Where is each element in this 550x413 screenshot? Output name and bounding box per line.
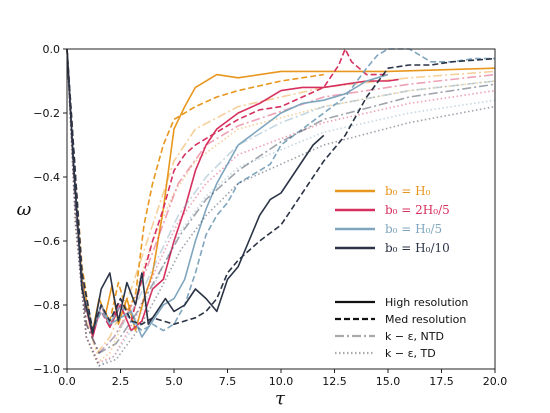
x-tick-label: 15.0 <box>376 375 401 388</box>
x-tick-label: 2.5 <box>112 375 130 388</box>
legend-style-label: k − ε, NTD <box>385 330 444 343</box>
series-layer <box>66 48 496 367</box>
y-tick-label: 0.0 <box>43 43 61 56</box>
legend-entry-label: b₀ = H₀/5 <box>385 222 442 236</box>
y-tick-label: −0.8 <box>33 299 60 312</box>
y-tick-label: −1.0 <box>33 363 60 376</box>
legend-entry-label: b₀ = 2H₀/5 <box>385 203 450 217</box>
legend-style-label: High resolution <box>385 296 468 309</box>
series-line-11 <box>66 48 496 367</box>
series-line-5 <box>66 48 388 332</box>
series-line-14 <box>66 48 496 354</box>
axes-layer: 0.0 2.5 5.0 7.5 10.0 12.5 15.0 17.5 20.0 0.0 −0.2 −… <box>33 43 507 388</box>
legend-entry-label: b₀ = H₀/10 <box>385 241 450 255</box>
x-tick-label: 10.0 <box>269 375 294 388</box>
x-tick-label: 12.5 <box>322 375 347 388</box>
series-line-6 <box>66 48 496 354</box>
x-axis-label: τ <box>275 388 286 409</box>
legend: b₀ = H₀ b₀ = 2H₀/5 b₀ = H₀/5 b₀ = H₀/10 High… <box>335 184 468 360</box>
series-line-12 <box>66 48 325 335</box>
x-tick-label: 7.5 <box>219 375 237 388</box>
series-line-9 <box>66 48 495 332</box>
series-line-13 <box>66 48 496 332</box>
series-line-7 <box>66 48 496 364</box>
x-tick-label: 20.0 <box>483 375 508 388</box>
y-tick-label: −0.4 <box>33 171 60 184</box>
legend-style-label: Med resolution <box>385 313 466 326</box>
x-tick-label: 17.5 <box>429 375 454 388</box>
y-tick-label: −0.2 <box>33 107 60 120</box>
y-tick-label: −0.6 <box>33 235 60 248</box>
series-line-10 <box>66 48 496 354</box>
legend-style-label: k − ε, TD <box>385 347 436 360</box>
legend-entry-label: b₀ = H₀ <box>385 184 431 198</box>
series-line-2 <box>66 48 496 354</box>
y-axis-label: ω <box>17 199 32 220</box>
x-tick-label: 5.0 <box>165 375 183 388</box>
series-line-15 <box>66 48 496 367</box>
x-tick-label: 0.0 <box>58 375 76 388</box>
